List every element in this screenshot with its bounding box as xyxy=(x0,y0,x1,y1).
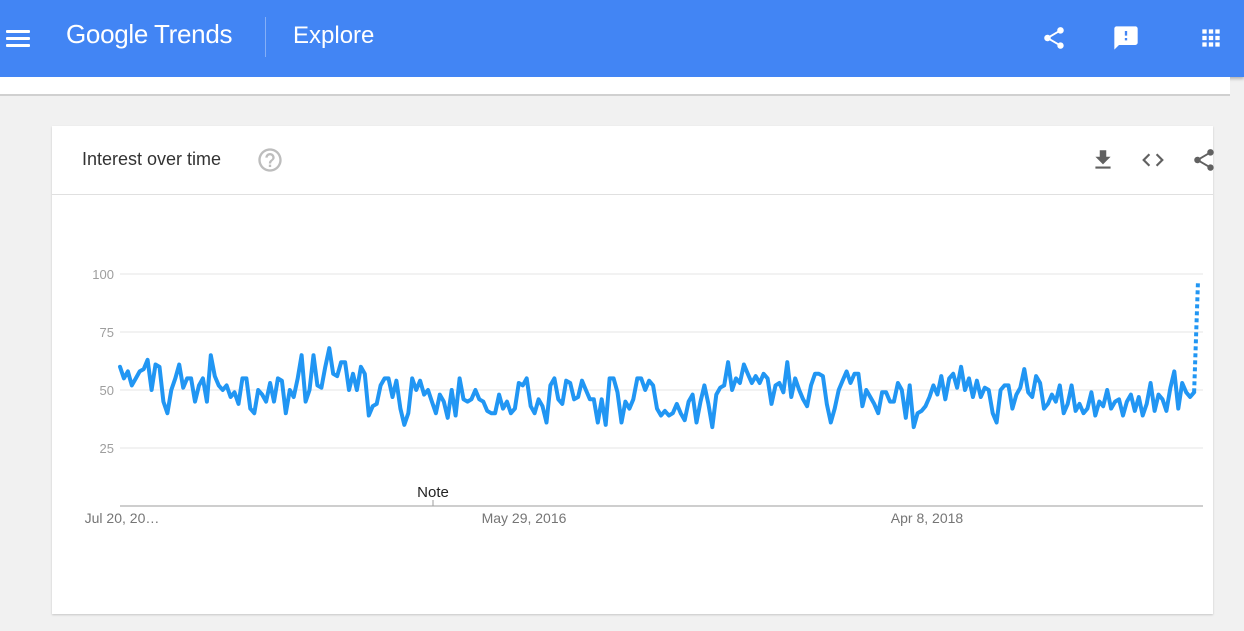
logo-google-text: Google xyxy=(66,19,149,49)
embed-code-icon[interactable] xyxy=(1140,147,1166,178)
card-header: Interest over time xyxy=(52,126,1214,195)
x-tick-label: May 29, 2016 xyxy=(482,510,567,526)
logo-trends-text: Trends xyxy=(154,19,233,49)
series-line xyxy=(118,346,1197,430)
y-tick-label-75: 75 xyxy=(100,325,114,340)
menu-icon[interactable] xyxy=(6,27,30,47)
series-partial-segment xyxy=(1192,280,1200,393)
note-label: Note xyxy=(417,484,449,501)
share-icon[interactable] xyxy=(1191,147,1217,178)
apps-grid-icon[interactable] xyxy=(1198,25,1224,51)
google-trends-logo[interactable]: Google Trends xyxy=(66,19,233,50)
page-title: Explore xyxy=(293,22,375,49)
app-bar: Google Trends Explore xyxy=(0,0,1244,77)
interest-over-time-chart[interactable]: 25 50 75 100 Jul 20, 20… May 29, 2016 Apr 8, 2… xyxy=(52,126,1213,614)
y-tick-label-25: 25 xyxy=(100,441,114,456)
y-tick-label-50: 50 xyxy=(100,383,114,398)
x-tick-label: Jul 20, 20… xyxy=(85,510,160,526)
feedback-icon[interactable] xyxy=(1112,24,1140,52)
y-tick-label-100: 100 xyxy=(92,267,114,282)
x-tick-label: Apr 8, 2018 xyxy=(891,510,964,526)
card-title: Interest over time xyxy=(82,149,222,169)
header-divider xyxy=(265,17,266,57)
share-icon[interactable] xyxy=(1041,24,1067,52)
sub-header-bar xyxy=(0,77,1230,96)
interest-over-time-card: Interest over time 25 50 75 100 Jul 20, 20… M… xyxy=(52,126,1214,614)
download-icon[interactable] xyxy=(1090,147,1116,178)
